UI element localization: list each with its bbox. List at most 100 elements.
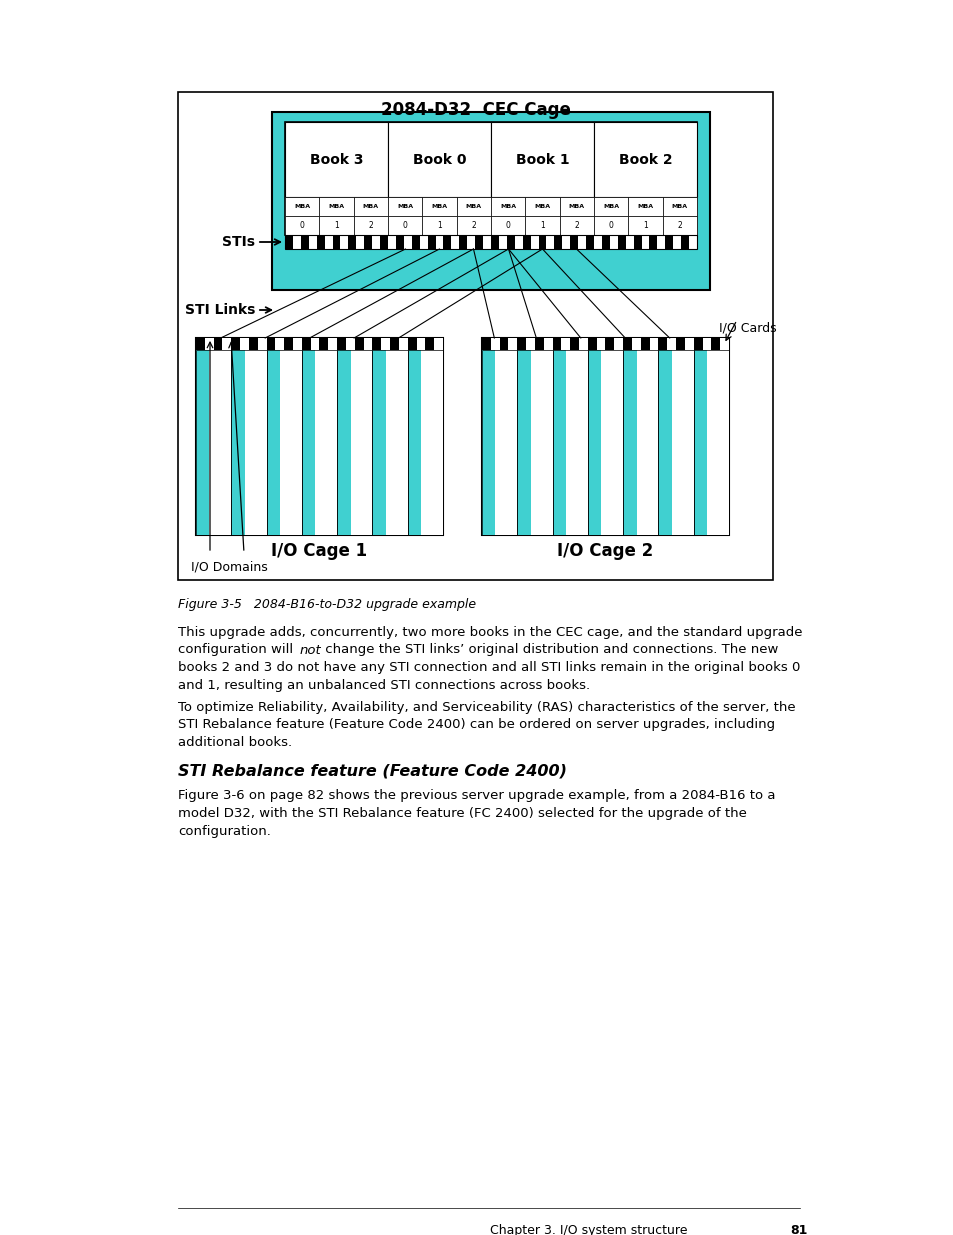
Bar <box>422 198 456 216</box>
Bar <box>381 338 390 350</box>
Bar <box>625 235 633 249</box>
Bar <box>407 338 416 350</box>
Bar <box>301 350 314 535</box>
Bar <box>319 216 354 235</box>
Text: books 2 and 3 do not have any STI connection and all STI links remain in the ori: books 2 and 3 do not have any STI connec… <box>178 661 800 674</box>
Bar <box>422 216 456 235</box>
Bar <box>490 338 499 350</box>
Bar <box>552 338 560 350</box>
Bar <box>585 235 594 249</box>
Bar <box>671 350 693 535</box>
Text: I/O Cards: I/O Cards <box>719 321 776 335</box>
Bar <box>388 198 422 216</box>
Text: MBA: MBA <box>294 204 310 209</box>
Bar <box>222 338 231 350</box>
Bar <box>240 338 249 350</box>
Bar <box>314 350 336 535</box>
Text: I/O Domains: I/O Domains <box>191 561 268 573</box>
Bar <box>275 338 284 350</box>
Text: MBA: MBA <box>465 204 481 209</box>
Bar <box>309 235 316 249</box>
Bar <box>379 235 388 249</box>
Bar <box>658 350 671 535</box>
Bar <box>293 338 301 350</box>
Text: 2: 2 <box>574 221 578 230</box>
Bar <box>355 338 363 350</box>
Bar <box>285 216 319 235</box>
Bar <box>467 235 475 249</box>
Text: MBA: MBA <box>396 204 413 209</box>
Bar <box>285 198 319 216</box>
Bar <box>676 338 684 350</box>
Text: Figure 3-6 on page 82 shows the previous server upgrade example, from a 2084-B16: Figure 3-6 on page 82 shows the previous… <box>178 789 775 803</box>
Text: To optimize Reliability, Availability, and Serviceability (RAS) characteristics : To optimize Reliability, Availability, a… <box>178 700 795 714</box>
Bar <box>458 235 467 249</box>
Text: configuration.: configuration. <box>178 825 271 837</box>
Bar <box>372 350 385 535</box>
Bar <box>284 338 293 350</box>
Text: MBA: MBA <box>499 204 516 209</box>
Bar <box>600 350 622 535</box>
Text: MBA: MBA <box>431 204 447 209</box>
Bar <box>538 235 546 249</box>
Text: change the STI links’ original distribution and connections. The new: change the STI links’ original distribut… <box>320 643 778 657</box>
Bar <box>587 350 600 535</box>
Bar <box>711 338 720 350</box>
Bar <box>388 235 395 249</box>
Bar <box>420 350 442 535</box>
Text: This upgrade adds, concurrently, two more books in the CEC cage, and the standar: This upgrade adds, concurrently, two mor… <box>178 626 801 638</box>
Bar <box>628 198 662 216</box>
Bar <box>491 198 525 216</box>
Bar <box>491 122 594 198</box>
Bar <box>355 235 364 249</box>
Bar <box>324 235 333 249</box>
Bar <box>631 338 640 350</box>
Bar <box>594 122 697 198</box>
Bar <box>481 350 517 535</box>
Bar <box>285 122 388 198</box>
Bar <box>720 338 728 350</box>
Bar <box>451 235 458 249</box>
Bar <box>372 338 381 350</box>
Text: MBA: MBA <box>328 204 344 209</box>
Bar <box>684 338 693 350</box>
Bar <box>701 338 711 350</box>
Bar <box>640 338 649 350</box>
Bar <box>482 235 491 249</box>
Bar <box>517 338 525 350</box>
Bar <box>622 350 658 535</box>
Bar <box>372 235 379 249</box>
Text: Book 0: Book 0 <box>413 152 466 167</box>
Bar <box>328 338 336 350</box>
Bar <box>395 235 403 249</box>
Bar <box>525 338 535 350</box>
Text: Book 1: Book 1 <box>516 152 569 167</box>
Bar <box>336 350 372 535</box>
Bar <box>195 338 205 350</box>
Bar <box>491 235 498 249</box>
Bar <box>618 235 625 249</box>
Bar <box>285 235 293 249</box>
Bar <box>398 338 407 350</box>
Bar <box>279 350 301 535</box>
Bar <box>614 338 622 350</box>
Bar <box>456 216 491 235</box>
Bar <box>560 338 570 350</box>
Bar <box>499 338 508 350</box>
Text: 2: 2 <box>677 221 681 230</box>
Bar <box>316 235 324 249</box>
Bar <box>481 350 495 535</box>
Bar <box>285 122 697 235</box>
Bar <box>552 350 587 535</box>
Bar <box>587 338 596 350</box>
Bar <box>570 338 578 350</box>
Bar <box>231 350 266 535</box>
Bar <box>498 235 506 249</box>
Bar <box>506 235 515 249</box>
Bar <box>633 235 640 249</box>
Text: I/O Cage 2: I/O Cage 2 <box>557 542 653 559</box>
Bar <box>363 338 372 350</box>
Bar <box>522 235 530 249</box>
Bar <box>546 235 554 249</box>
Text: Figure 3-5   2084-B16-to-D32 upgrade example: Figure 3-5 2084-B16-to-D32 upgrade examp… <box>178 598 476 611</box>
